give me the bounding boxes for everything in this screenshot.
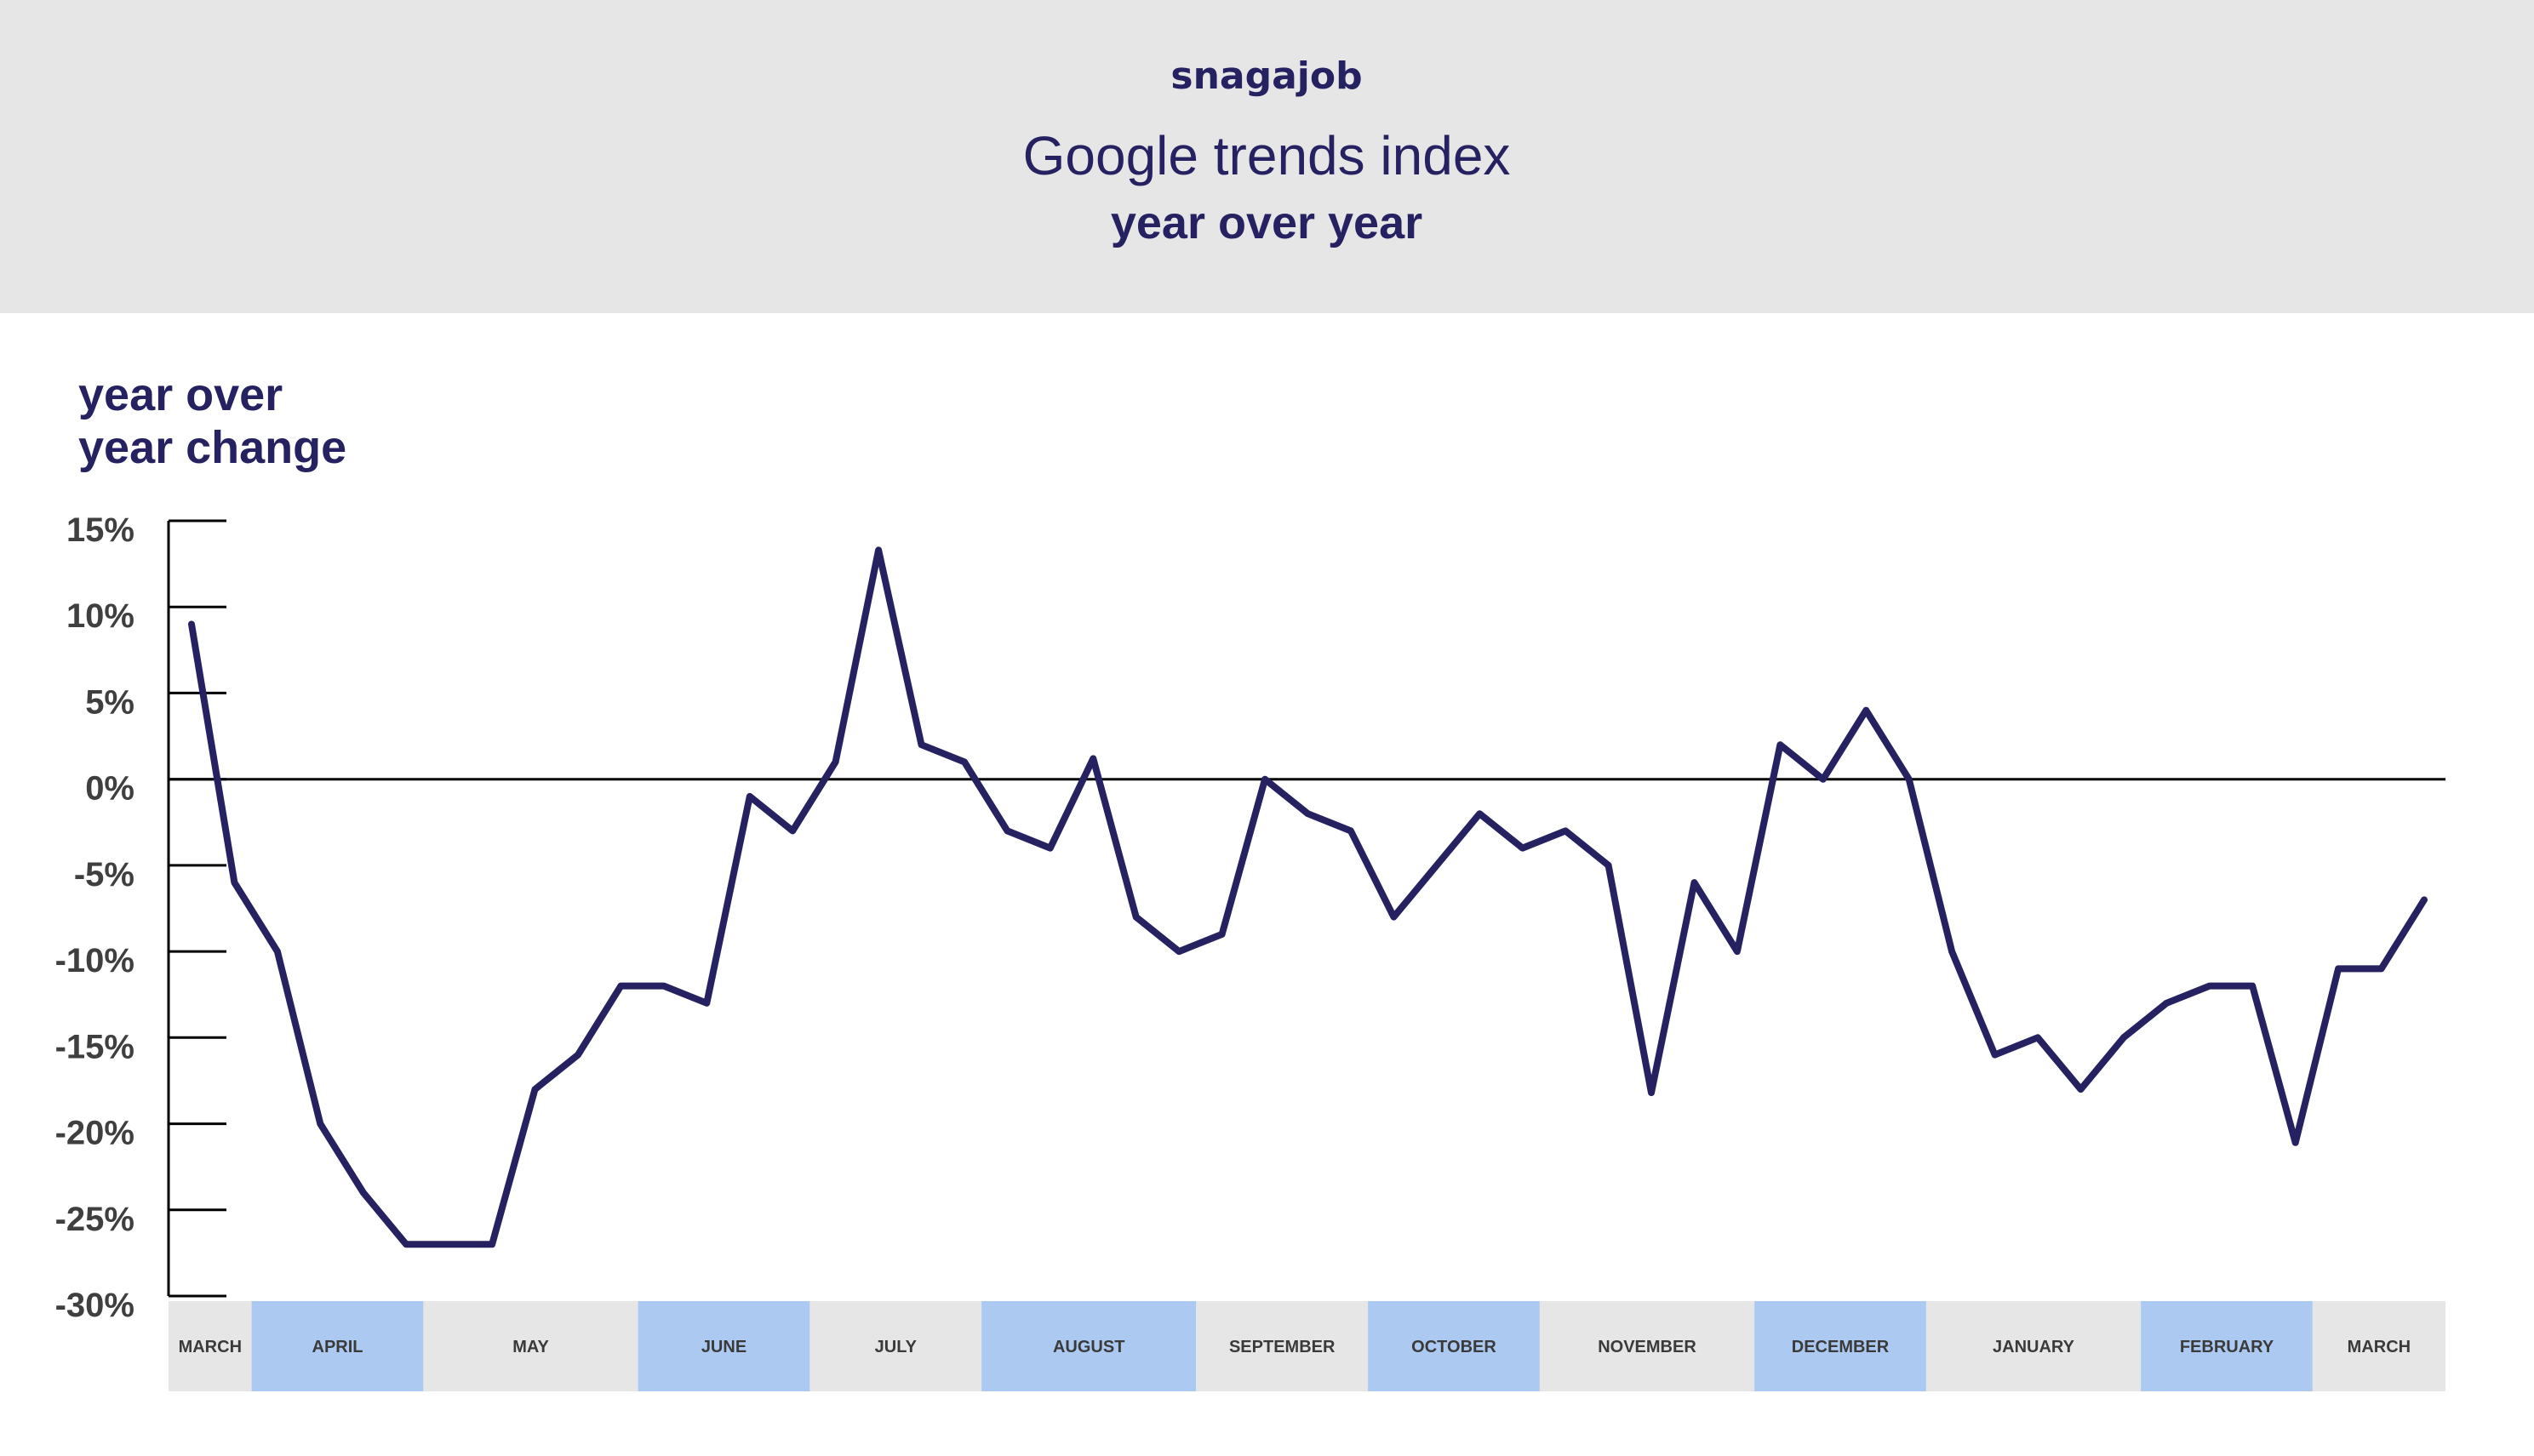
month-band xyxy=(251,1301,424,1391)
month-band xyxy=(2141,1301,2313,1391)
x-tick-label: MARCH xyxy=(179,1338,242,1356)
y-axis-label-line-1: year over xyxy=(78,369,283,420)
y-tick-label: -20% xyxy=(55,1115,134,1152)
x-tick-label: DECEMBER xyxy=(1792,1338,1890,1356)
y-tick-label: -30% xyxy=(55,1287,134,1324)
x-tick-label: MAY xyxy=(512,1338,549,1356)
y-tick-label: -15% xyxy=(55,1028,134,1065)
y-tick-label: 10% xyxy=(66,597,134,635)
x-tick-label: FEBRUARY xyxy=(2180,1338,2274,1356)
x-tick-label: JULY xyxy=(875,1338,918,1356)
x-tick-label: APRIL xyxy=(312,1338,363,1356)
y-axis-label: year over year change xyxy=(78,369,346,473)
y-tick-label: -25% xyxy=(55,1201,134,1238)
month-band xyxy=(809,1301,982,1391)
month-band xyxy=(1539,1301,1755,1391)
chart-subtitle: year over year xyxy=(1111,197,1422,248)
brand-logo: snagajob xyxy=(1170,54,1362,98)
x-tick-label: JANUARY xyxy=(1993,1338,2075,1356)
x-tick-label: MARCH xyxy=(2348,1338,2411,1356)
y-tick-label: -5% xyxy=(74,856,134,894)
month-band xyxy=(423,1301,638,1391)
y-tick-label: 5% xyxy=(85,683,134,721)
month-band xyxy=(981,1301,1197,1391)
month-band xyxy=(1368,1301,1540,1391)
x-tick-label: NOVEMBER xyxy=(1598,1338,1696,1356)
y-axis-label-line-2: year change xyxy=(78,422,346,473)
series-layer xyxy=(188,546,2428,1248)
chart-title: Google trends index xyxy=(1023,125,1511,186)
month-band xyxy=(2312,1301,2445,1391)
month-band xyxy=(1196,1301,1369,1391)
x-tick-label: SEPTEMBER xyxy=(1229,1338,1336,1356)
y-tick-label: 0% xyxy=(85,770,134,808)
month-band xyxy=(1925,1301,2142,1391)
series-line xyxy=(188,546,2428,1248)
month-band xyxy=(1754,1301,1926,1391)
y-tick-label: 15% xyxy=(66,511,134,549)
month-bands: MARCH APRIL MAY JUNE JULY AUGUST SEPTEMBER OCTO… xyxy=(169,1301,2445,1391)
y-tick-label: -10% xyxy=(55,942,134,979)
x-tick-label: JUNE xyxy=(701,1338,746,1356)
header-band xyxy=(0,0,2534,313)
x-tick-label: AUGUST xyxy=(1053,1338,1124,1356)
y-axis: 15% 10% 5% 0% -5% -10% -15% -20% -25% -30% xyxy=(55,511,226,1324)
month-band xyxy=(638,1301,810,1391)
month-band xyxy=(169,1301,252,1391)
x-tick-label: OCTOBER xyxy=(1411,1338,1496,1356)
